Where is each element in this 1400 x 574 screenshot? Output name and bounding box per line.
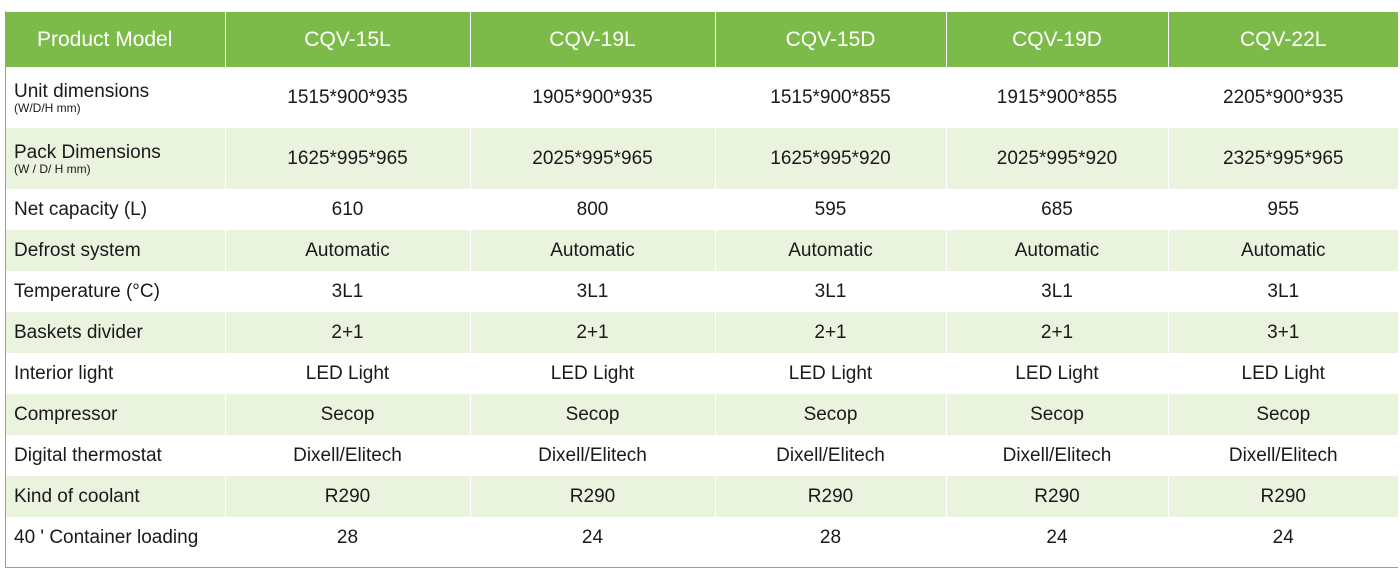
model-header-cell: CQV-15L [225, 12, 471, 67]
table-row-interior-light: Interior light LED Light LED Light LED L… [6, 353, 1398, 394]
value-cell: 2025*995*965 [470, 128, 716, 189]
row-label: Compressor [6, 394, 226, 435]
header-label-cell: Product Model [6, 12, 226, 67]
value-cell: 1515*900*855 [715, 67, 947, 128]
value-cell: 28 [225, 517, 471, 558]
row-label: Pack Dimensions [14, 141, 161, 163]
value-cell: 3+1 [1168, 312, 1398, 353]
value-cell: R290 [715, 476, 947, 517]
row-sublabel: (W / D/ H mm) [14, 161, 91, 176]
row-label: Defrost system [6, 230, 226, 271]
value-cell: 2+1 [946, 312, 1169, 353]
value-cell: Automatic [225, 230, 471, 271]
value-cell: LED Light [470, 353, 716, 394]
value-cell: 2+1 [470, 312, 716, 353]
model-header-cell: CQV-19D [946, 12, 1169, 67]
value-cell: 3L1 [715, 271, 947, 312]
row-label: Interior light [6, 353, 226, 394]
value-cell: Dixell/Elitech [225, 435, 471, 476]
value-cell: Dixell/Elitech [946, 435, 1169, 476]
value-cell: R290 [1168, 476, 1398, 517]
value-cell: 1625*995*920 [715, 128, 947, 189]
value-cell: R290 [946, 476, 1169, 517]
value-cell: Automatic [1168, 230, 1398, 271]
table-row-defrost-system: Defrost system Automatic Automatic Autom… [6, 230, 1398, 271]
value-cell: 800 [470, 189, 716, 230]
value-cell: R290 [470, 476, 716, 517]
value-cell: LED Light [1168, 353, 1398, 394]
row-label: Unit dimensions [14, 80, 150, 102]
value-cell: 610 [225, 189, 471, 230]
table-row-container-loading: 40 ' Container loading 28 24 28 24 24 [6, 517, 1398, 558]
value-cell: 3L1 [946, 271, 1169, 312]
table-row-unit-dimensions: Unit dimensions (W/D/H mm) 1515*900*935 … [6, 67, 1398, 128]
value-cell: Secop [715, 394, 947, 435]
row-label-cell: Pack Dimensions (W / D/ H mm) [6, 128, 226, 189]
value-cell: 2+1 [225, 312, 471, 353]
row-label: 40 ' Container loading [6, 517, 226, 558]
value-cell: 24 [946, 517, 1169, 558]
value-cell: Automatic [470, 230, 716, 271]
value-cell: Secop [470, 394, 716, 435]
value-cell: LED Light [946, 353, 1169, 394]
value-cell: 955 [1168, 189, 1398, 230]
spec-table: Product Model CQV-15L CQV-19L CQV-15D CQ… [6, 12, 1398, 558]
table-row-kind-of-coolant: Kind of coolant R290 R290 R290 R290 R290 [6, 476, 1398, 517]
value-cell: Secop [225, 394, 471, 435]
value-cell: Dixell/Elitech [470, 435, 716, 476]
model-header-cell: CQV-19L [470, 12, 716, 67]
value-cell: Secop [946, 394, 1169, 435]
row-label: Digital thermostat [6, 435, 226, 476]
value-cell: 2+1 [715, 312, 947, 353]
value-cell: 2205*900*935 [1168, 67, 1398, 128]
value-cell: LED Light [225, 353, 471, 394]
table-row-digital-thermostat: Digital thermostat Dixell/Elitech Dixell… [6, 435, 1398, 476]
table-row-temperature: Temperature (°C) 3L1 3L1 3L1 3L1 3L1 [6, 271, 1398, 312]
value-cell: 28 [715, 517, 947, 558]
value-cell: 1515*900*935 [225, 67, 471, 128]
value-cell: 3L1 [470, 271, 716, 312]
row-label: Baskets divider [6, 312, 226, 353]
model-header-cell: CQV-22L [1168, 12, 1398, 67]
model-header-cell: CQV-15D [715, 12, 947, 67]
value-cell: 3L1 [225, 271, 471, 312]
table-row-net-capacity: Net capacity (L) 610 800 595 685 955 [6, 189, 1398, 230]
value-cell: 1625*995*965 [225, 128, 471, 189]
table-row-compressor: Compressor Secop Secop Secop Secop Secop [6, 394, 1398, 435]
row-label: Kind of coolant [6, 476, 226, 517]
value-cell: Automatic [715, 230, 947, 271]
value-cell: 3L1 [1168, 271, 1398, 312]
row-label: Net capacity (L) [6, 189, 226, 230]
value-cell: LED Light [715, 353, 947, 394]
value-cell: 24 [1168, 517, 1398, 558]
value-cell: Dixell/Elitech [715, 435, 947, 476]
value-cell: 685 [946, 189, 1169, 230]
value-cell: 595 [715, 189, 947, 230]
value-cell: R290 [225, 476, 471, 517]
table-row-pack-dimensions: Pack Dimensions (W / D/ H mm) 1625*995*9… [6, 128, 1398, 189]
row-label: Temperature (°C) [6, 271, 226, 312]
table-row-baskets-divider: Baskets divider 2+1 2+1 2+1 2+1 3+1 [6, 312, 1398, 353]
value-cell: 1905*900*935 [470, 67, 716, 128]
header-row: Product Model CQV-15L CQV-19L CQV-15D CQ… [6, 12, 1398, 67]
value-cell: 2025*995*920 [946, 128, 1169, 189]
value-cell: Secop [1168, 394, 1398, 435]
value-cell: Automatic [946, 230, 1169, 271]
value-cell: 24 [470, 517, 716, 558]
value-cell: 2325*995*965 [1168, 128, 1398, 189]
row-label-cell: Unit dimensions (W/D/H mm) [6, 67, 226, 128]
row-sublabel: (W/D/H mm) [14, 100, 81, 115]
value-cell: 1915*900*855 [946, 67, 1169, 128]
value-cell: Dixell/Elitech [1168, 435, 1398, 476]
